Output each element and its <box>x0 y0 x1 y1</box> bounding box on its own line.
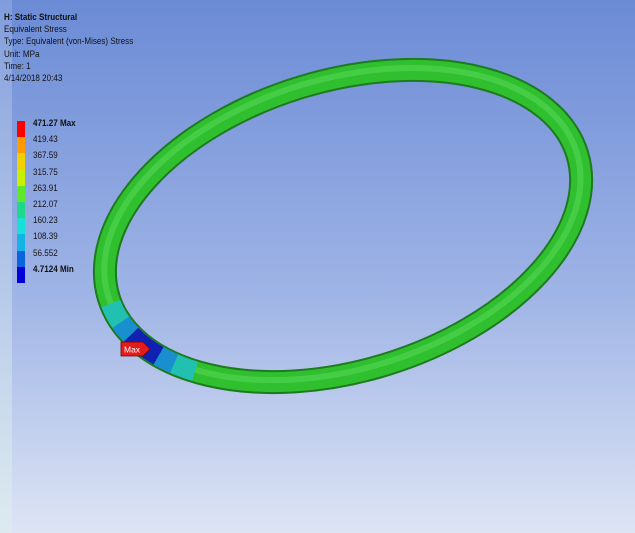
legend-swatch <box>17 186 25 202</box>
legend-label: 212.07 <box>33 199 58 210</box>
legend-swatch <box>17 153 25 169</box>
result-date: 4/14/2018 20:43 <box>4 73 133 85</box>
result-unit: Unit: MPa <box>4 49 133 61</box>
legend-swatch <box>17 234 25 250</box>
legend-label: 108.39 <box>33 231 58 242</box>
viewport: Max H: Static Structural Equivalent Stre… <box>0 0 635 533</box>
legend-swatch <box>17 137 25 153</box>
result-type: Type: Equivalent (von-Mises) Stress <box>4 36 133 48</box>
result-time: Time: 1 <box>4 61 133 73</box>
legend-label: 367.59 <box>33 150 58 161</box>
result-header: H: Static Structural Equivalent Stress T… <box>4 12 133 85</box>
legend-label: 471.27 Max <box>33 118 76 129</box>
legend-label: 263.91 <box>33 183 58 194</box>
legend-swatch <box>17 251 25 267</box>
legend-swatch <box>17 202 25 218</box>
result-name: Equivalent Stress <box>4 24 133 36</box>
legend-swatch <box>17 121 25 137</box>
legend-swatch <box>17 218 25 234</box>
legend-label: 56.552 <box>33 248 58 259</box>
legend-label: 4.7124 Min <box>33 264 74 275</box>
legend-label: 160.23 <box>33 215 58 226</box>
legend-swatch <box>17 170 25 186</box>
legend-swatch <box>17 267 25 283</box>
max-probe: Max <box>121 342 150 356</box>
ring-highlight <box>66 14 619 435</box>
legend-label: 419.43 <box>33 134 58 145</box>
analysis-title: H: Static Structural <box>4 12 133 24</box>
probe-label: Max <box>124 345 141 355</box>
legend-label: 315.75 <box>33 167 58 178</box>
